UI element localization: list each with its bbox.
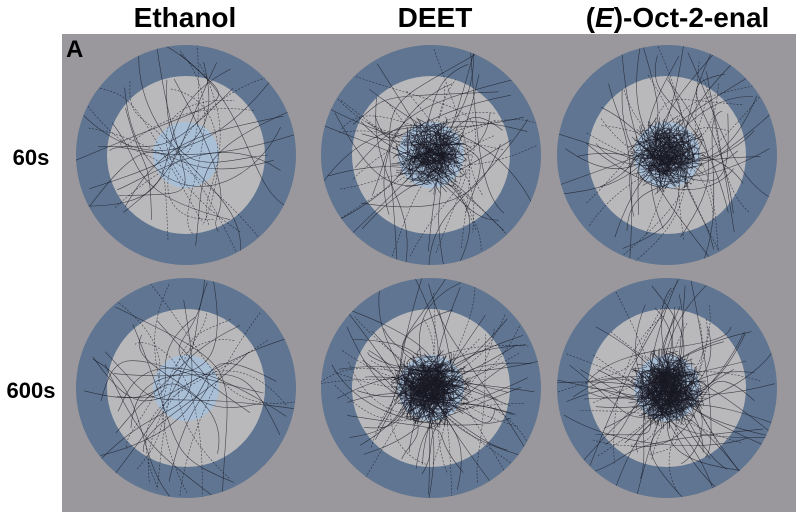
panel-letter: A — [66, 36, 84, 63]
arena-0-1 — [321, 45, 541, 265]
column-title-octenal: (E)-Oct-2-enal — [555, 0, 800, 34]
column-title-octenal-prefix: ( — [585, 2, 596, 33]
arena-tracks — [321, 278, 541, 498]
arena-0-2 — [557, 45, 777, 265]
column-title-deet: DEET — [397, 2, 473, 33]
column-title-octenal-suffix: )-Oct-2-enal — [613, 2, 770, 33]
arena-1-2 — [557, 278, 777, 498]
arena-grid — [76, 45, 777, 498]
column-title-ethanol: Ethanol — [133, 2, 237, 33]
column-title-octenal-italic: E — [595, 2, 614, 33]
arena-1-0 — [76, 278, 296, 498]
arena-1-1 — [321, 278, 541, 498]
row-label-600s: 600s — [6, 378, 56, 403]
arena-tracks — [557, 45, 777, 265]
arena-tracks — [557, 278, 777, 498]
arena-0-0 — [76, 45, 296, 265]
arena-panel: A — [62, 34, 796, 512]
row-label-60s: 60s — [12, 145, 50, 170]
arena-tracks — [84, 278, 296, 498]
arena-tracks — [321, 45, 538, 265]
arena-tracks — [76, 45, 296, 263]
